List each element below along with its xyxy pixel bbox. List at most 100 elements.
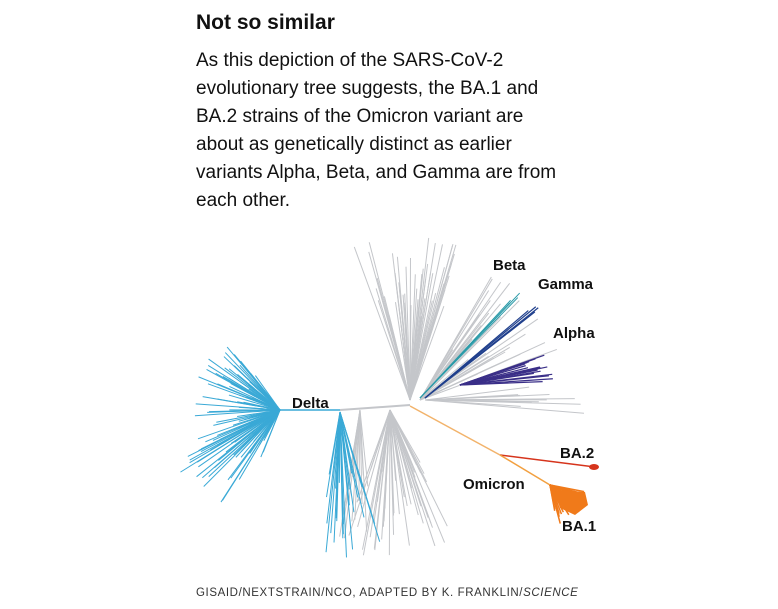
branch <box>362 409 391 556</box>
branch <box>339 404 411 411</box>
title: Not so similar <box>196 11 335 34</box>
branch <box>339 411 353 474</box>
branch <box>339 411 365 518</box>
branch <box>339 411 366 497</box>
clade-label: Delta <box>292 395 329 412</box>
credit-text: GISAID/NEXTSTRAIN/NCO, ADAPTED BY K. FRA… <box>196 587 523 599</box>
branch <box>348 409 391 536</box>
branch <box>424 399 581 405</box>
description-line: variants Alpha, Beta, and Gamma are from <box>196 162 556 183</box>
branch <box>389 409 416 473</box>
branch <box>409 307 420 401</box>
branch <box>260 409 281 458</box>
branch <box>459 381 543 386</box>
branch <box>263 409 281 442</box>
branch <box>389 409 412 505</box>
branch <box>200 409 281 450</box>
branch <box>419 359 469 401</box>
description-line: BA.2 strains of the Omicron variant are <box>196 106 523 127</box>
branch <box>409 237 430 401</box>
description-line: about as genetically distinct as earlier <box>196 134 512 155</box>
branch <box>419 299 511 399</box>
branch <box>389 409 428 483</box>
branch <box>227 409 281 481</box>
branch <box>339 411 354 550</box>
branch <box>389 409 400 515</box>
branch <box>198 409 281 468</box>
branch <box>459 366 541 386</box>
branch <box>419 333 526 401</box>
branch <box>358 409 361 502</box>
description-line: each other. <box>196 190 290 211</box>
branch <box>359 409 369 487</box>
branch <box>202 396 281 411</box>
branch <box>402 294 411 401</box>
clade-label: Gamma <box>538 276 594 293</box>
branch <box>180 409 281 473</box>
branch <box>253 409 281 443</box>
branch <box>354 409 361 520</box>
branch <box>409 244 443 401</box>
clade-label: Alpha <box>553 325 595 342</box>
branch <box>409 405 501 456</box>
branch <box>409 298 426 401</box>
branch <box>424 386 530 401</box>
branch <box>409 288 418 401</box>
branch <box>424 310 529 399</box>
branch <box>549 484 560 514</box>
clade-label: BA.1 <box>562 518 596 535</box>
branch <box>246 409 281 440</box>
branch <box>256 386 281 411</box>
branch <box>375 288 411 401</box>
branch <box>255 390 281 411</box>
clade-label: Beta <box>493 257 526 274</box>
branch <box>220 409 281 503</box>
branch <box>359 409 368 532</box>
branch <box>389 409 421 463</box>
credit: GISAID/NEXTSTRAIN/NCO, ADAPTED BY K. FRA… <box>196 587 578 599</box>
description: As this depiction of the SARS-CoV-2 evol… <box>196 50 556 211</box>
description-line: As this depiction of the SARS-CoV-2 <box>196 50 503 71</box>
branch <box>328 411 341 475</box>
branch <box>499 454 596 468</box>
branch <box>419 290 490 401</box>
branch <box>382 409 391 527</box>
branch <box>388 409 391 556</box>
branch <box>409 289 446 401</box>
clade-label: Omicron <box>463 476 525 493</box>
branch <box>222 375 281 411</box>
branch <box>389 409 395 535</box>
branch <box>335 411 341 519</box>
credit-publication: SCIENCE <box>523 587 578 599</box>
branch <box>325 411 341 553</box>
branch <box>419 300 491 401</box>
description-line: evolutionary tree suggests, the BA.1 and <box>196 78 538 99</box>
branch <box>424 399 521 407</box>
branch <box>419 297 519 399</box>
branch <box>409 243 454 401</box>
branch <box>243 401 281 411</box>
branch <box>419 353 521 401</box>
branch <box>459 363 526 386</box>
branch <box>395 285 411 401</box>
evolutionary-tree <box>180 237 599 558</box>
branch <box>198 376 281 411</box>
branch <box>228 394 281 411</box>
branch <box>213 409 281 426</box>
branch <box>205 409 281 443</box>
branch <box>330 411 341 534</box>
branch <box>237 409 281 418</box>
branch <box>419 351 506 401</box>
branch <box>405 266 411 401</box>
branch <box>368 242 411 401</box>
branch <box>373 409 391 549</box>
branch <box>195 403 281 411</box>
ba1-cluster <box>555 490 588 515</box>
branch <box>424 394 519 401</box>
branch <box>424 311 536 399</box>
branch <box>229 385 281 411</box>
branch <box>499 454 551 486</box>
branch <box>254 375 281 411</box>
clade-label: BA.2 <box>560 445 594 462</box>
